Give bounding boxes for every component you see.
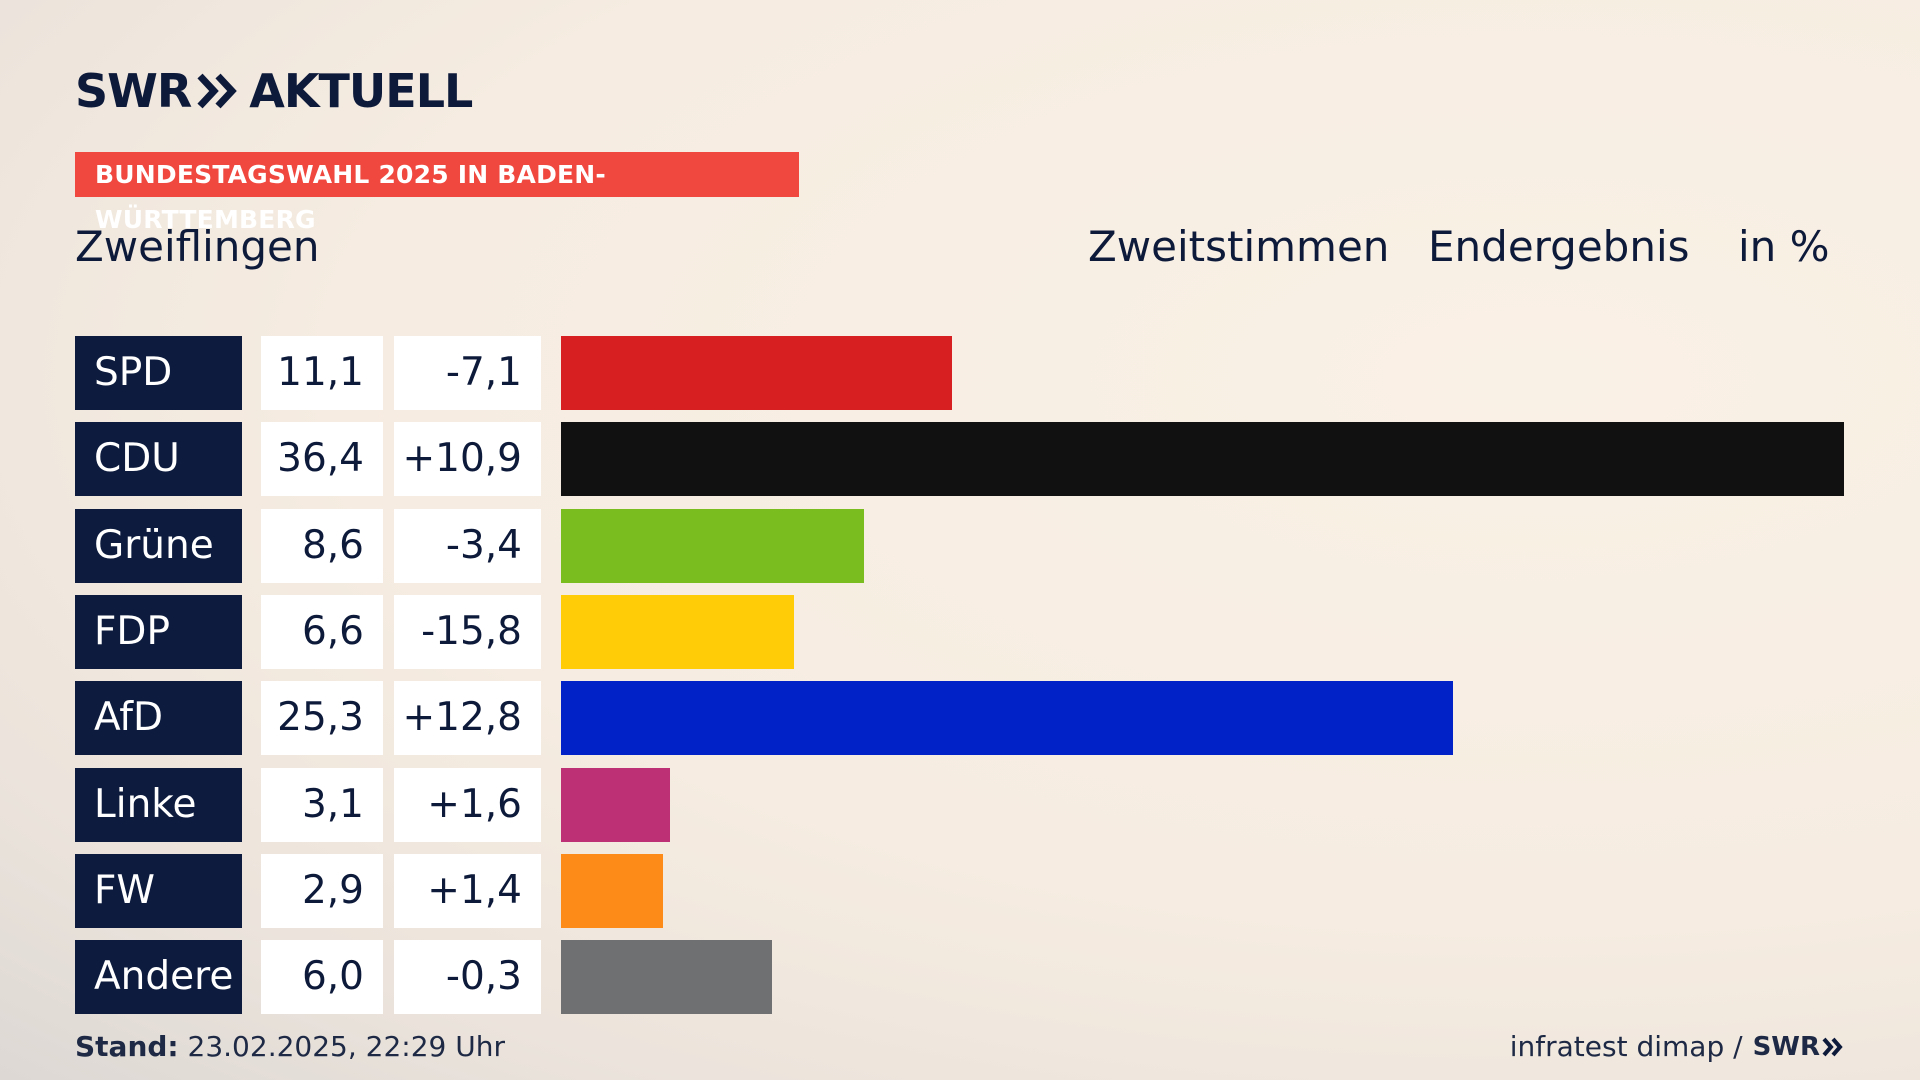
party-label: FW xyxy=(75,854,242,928)
vote-share-value: 36,4 xyxy=(261,422,383,496)
vote-share-bar xyxy=(561,595,794,669)
vote-share-value: 6,6 xyxy=(261,595,383,669)
source-logo: SWR xyxy=(1753,1032,1844,1062)
vote-share-value: 8,6 xyxy=(261,509,383,583)
party-label: SPD xyxy=(75,336,242,410)
vote-share-bar xyxy=(561,854,663,928)
vote-share-change: +1,6 xyxy=(394,768,541,842)
party-label: Andere xyxy=(75,940,242,1014)
party-label: Linke xyxy=(75,768,242,842)
vote-share-bar xyxy=(561,768,670,842)
double-chevron-icon xyxy=(1822,1037,1843,1056)
party-label: Grüne xyxy=(75,509,242,583)
source-logo-text: SWR xyxy=(1752,1031,1820,1062)
vote-share-change: +1,4 xyxy=(394,854,541,928)
vote-share-change: -0,3 xyxy=(394,940,541,1014)
source-text: infratest dimap / xyxy=(1509,1030,1743,1063)
result-row: Linke 3,1 +1,6 xyxy=(75,768,1845,842)
swr-aktuell-logo: SWR AKTUELL xyxy=(75,64,473,118)
vote-share-bar xyxy=(561,681,1453,755)
vote-share-change: -15,8 xyxy=(394,595,541,669)
logo-aktuell-text: AKTUELL xyxy=(249,64,473,118)
timestamp: Stand: 23.02.2025, 22:29 Uhr xyxy=(75,1030,505,1063)
result-row: FDP 6,6 -15,8 xyxy=(75,595,1845,669)
vote-share-value: 11,1 xyxy=(261,336,383,410)
vote-share-value: 2,9 xyxy=(261,854,383,928)
vote-share-change: -3,4 xyxy=(394,509,541,583)
vote-share-change: -7,1 xyxy=(394,336,541,410)
result-row: SPD 11,1 -7,1 xyxy=(75,336,1845,410)
vote-type-label: Zweitstimmen xyxy=(1088,222,1390,271)
party-label: CDU xyxy=(75,422,242,496)
vote-share-bar xyxy=(561,509,864,583)
stand-value: 23.02.2025, 22:29 Uhr xyxy=(187,1030,505,1063)
party-label: FDP xyxy=(75,595,242,669)
result-row: Andere 6,0 -0,3 xyxy=(75,940,1845,1014)
vote-share-value: 6,0 xyxy=(261,940,383,1014)
logo-swr-text: SWR xyxy=(75,64,192,118)
result-row: Grüne 8,6 -3,4 xyxy=(75,509,1845,583)
region-title: Zweiflingen xyxy=(75,222,320,271)
unit-label: in % xyxy=(1738,222,1830,271)
vote-share-change: +10,9 xyxy=(394,422,541,496)
vote-share-value: 25,3 xyxy=(261,681,383,755)
election-banner: BUNDESTAGSWAHL 2025 IN BADEN-WÜRTTEMBERG xyxy=(75,152,799,234)
result-row: CDU 36,4 +10,9 xyxy=(75,422,1845,496)
result-status-label: Endergebnis xyxy=(1428,222,1690,271)
vote-share-bar xyxy=(561,940,772,1014)
stand-label: Stand: xyxy=(75,1030,179,1063)
vote-share-change: +12,8 xyxy=(394,681,541,755)
vote-share-bar xyxy=(561,422,1844,496)
party-label: AfD xyxy=(75,681,242,755)
result-row: AfD 25,3 +12,8 xyxy=(75,681,1845,755)
vote-share-value: 3,1 xyxy=(261,768,383,842)
result-row: FW 2,9 +1,4 xyxy=(75,854,1845,928)
double-chevron-icon xyxy=(197,73,238,109)
vote-share-bar xyxy=(561,336,952,410)
source-credit: infratest dimap / SWR xyxy=(1510,1030,1844,1063)
